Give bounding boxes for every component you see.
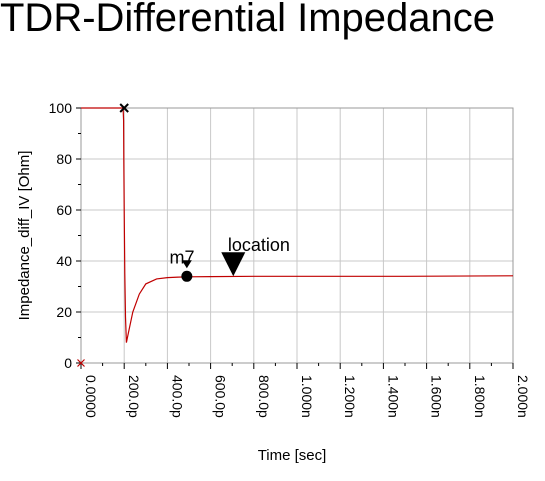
- x-tick-label: 1.000n: [299, 375, 315, 418]
- x-tick-label: 1.800n: [472, 375, 488, 418]
- x-tick-label: 200.0p: [126, 375, 142, 418]
- marker-m7[interactable]: [181, 270, 193, 282]
- y-tick-label: 40: [56, 253, 72, 269]
- y-axis-label: Impedance_diff_IV [Ohm]: [16, 151, 33, 321]
- marker-location[interactable]: [221, 252, 246, 277]
- x-tick-label: 1.400n: [385, 375, 401, 418]
- y-tick-label: 100: [49, 100, 73, 116]
- x-tick-label: 800.0p: [256, 375, 272, 418]
- marker-label-m7: m7: [170, 248, 195, 268]
- y-tick-label: 20: [56, 304, 72, 320]
- impedance-series-line: [81, 107, 514, 343]
- x-tick-label: 1.600n: [429, 375, 445, 418]
- x-tick-label: 0.0000: [83, 375, 99, 418]
- x-tick-label: 400.0p: [169, 375, 185, 418]
- marker-m7-pointer: [181, 260, 192, 269]
- y-tick-label: 0: [64, 355, 72, 371]
- x-marker: [119, 103, 129, 113]
- ticks: 0 20 40 60 80 100 0.0000 200.0p 400.0p 600.0p 800.…: [49, 100, 531, 418]
- x-tick-label: 2.000n: [515, 375, 531, 418]
- x-tick-label: 1.200n: [342, 375, 358, 418]
- marker-label-location: location: [228, 235, 290, 255]
- x-axis-label: Time [sec]: [258, 447, 327, 464]
- grid: [80, 107, 514, 364]
- markers: m7 location: [77, 103, 290, 367]
- chart-title: TDR-Differential Impedance: [0, 0, 496, 40]
- x-tick-label: 600.0p: [213, 375, 229, 418]
- y-tick-label: 60: [56, 202, 72, 218]
- x-marker: [77, 359, 85, 367]
- y-tick-label: 80: [56, 151, 72, 167]
- series: [81, 107, 514, 343]
